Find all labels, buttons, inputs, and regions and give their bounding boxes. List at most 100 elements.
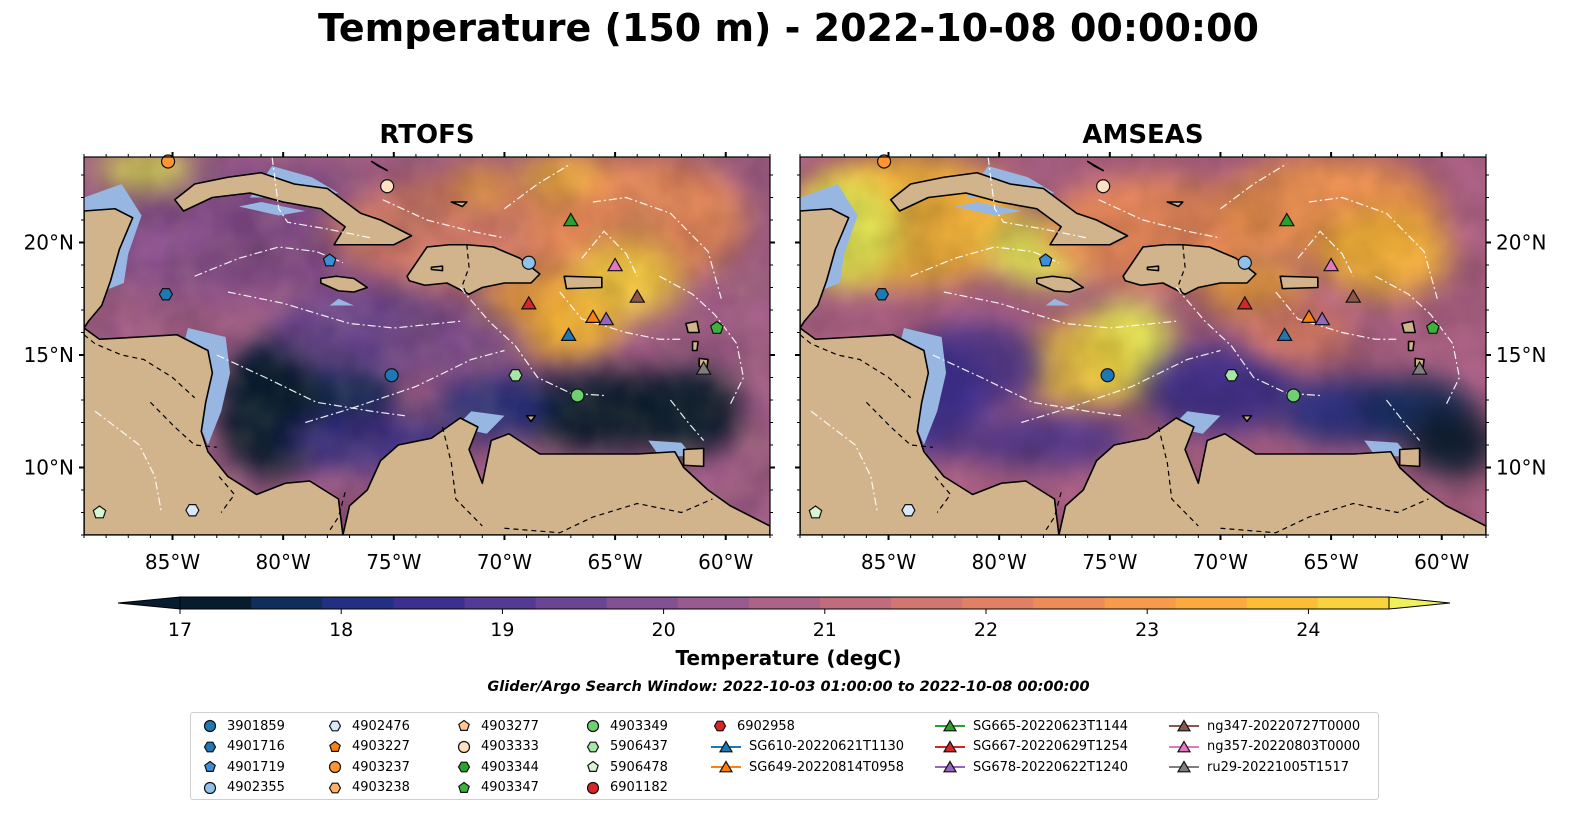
legend-marker [457, 761, 471, 773]
legend-marker [713, 720, 727, 732]
country-border [218, 476, 236, 513]
country-border [504, 498, 713, 534]
colorbar-bin [748, 597, 821, 609]
legend-marker [203, 781, 217, 794]
legend-item-4902476: 4902476 [326, 716, 410, 736]
legend: 3901859 4901716 4901719 4902355 4902476 49032… [190, 712, 1379, 800]
land-trinidad [682, 447, 705, 468]
eez-boundary [1098, 199, 1221, 239]
map-panel-amseas: 85°W 80°W 75°W 70°W 65°W 60°W 20°N 15°N 10°N [795, 152, 1546, 574]
lon-tick-label: 70°W [1193, 550, 1248, 574]
lon-tick-label: 85°W [861, 550, 916, 574]
colorbar-tick-label: 21 [813, 619, 837, 641]
colorbar-bin [891, 597, 963, 609]
marker-SG649-20220814T0958 [584, 309, 602, 323]
legend-item-6902958: 6902958 [711, 716, 795, 736]
colorbar-bin [1175, 597, 1248, 609]
colorbar-label: Temperature (degC) [675, 646, 902, 670]
country-border [865, 401, 933, 448]
legend-marker [458, 719, 470, 731]
legend-label: 4902476 [352, 718, 410, 734]
eez-boundary [1297, 230, 1354, 277]
marker-ng357-20220803T0000 [1323, 257, 1340, 272]
marker-4901716 [874, 288, 890, 301]
land-turks [1166, 201, 1184, 208]
shelf-area [238, 202, 306, 216]
marker-SG610-20220621T1130 [560, 327, 577, 341]
land-centralAmNorth [84, 327, 344, 535]
legend-label: 4903349 [610, 718, 668, 734]
lat-tick-label: 15°N [24, 343, 74, 367]
land-gonave [1146, 265, 1160, 272]
lon-tick-label: 85°W [145, 550, 200, 574]
legend-marker-icon [1169, 739, 1199, 752]
legend-item-SG610-20220621T1130: SG610-20220621T1130 [711, 737, 904, 757]
eez-boundary [227, 291, 461, 329]
marker-ru29-20221005T1517 [1411, 360, 1428, 375]
eez-boundary [932, 354, 1121, 417]
legend-item-SG649-20220814T0958: SG649-20220814T0958 [711, 757, 904, 777]
page-title: Temperature (150 m) - 2022-10-08 00:00:0… [317, 6, 1259, 50]
legend-item-4902355: 4902355 [201, 778, 285, 798]
legend-marker [328, 720, 342, 732]
land-bahamas2 [370, 160, 388, 172]
colorbar-bin [677, 597, 750, 609]
eez-boundary [581, 230, 638, 277]
marker-ng357-20220803T0000 [607, 257, 624, 272]
shelf-area [954, 202, 1022, 216]
marker-SG665-20220623T1144 [1278, 212, 1295, 227]
map-frame [83, 156, 771, 536]
land-gonave [430, 265, 444, 272]
marker-4902476 [901, 504, 916, 517]
country-border [461, 244, 470, 295]
eez-boundary [1220, 163, 1288, 210]
legend-marker-icon [935, 719, 965, 732]
land-trinidad [1398, 447, 1421, 468]
legend-marker [587, 760, 599, 772]
legend-label: 4901719 [227, 759, 285, 775]
lat-tick-label: 15°N [1496, 343, 1546, 367]
legend-label: 5906478 [610, 759, 668, 775]
colorbar-frame [179, 596, 1390, 610]
marker-ng347-20220727T0000 [629, 288, 646, 303]
land-turks [450, 201, 468, 208]
eez-boundary [1275, 291, 1398, 340]
legend-marker-icon [586, 741, 600, 752]
legend-item-ru29-20221005T1517: ru29-20221005T1517 [1169, 757, 1349, 777]
lon-tick-label: 70°W [477, 550, 532, 574]
eez-boundary [216, 354, 405, 417]
legend-marker [942, 760, 958, 773]
legend-marker-icon [713, 720, 727, 732]
eez-boundary [559, 291, 682, 340]
legend-label: ng357-20220803T0000 [1207, 739, 1361, 754]
colorbar-bin [251, 597, 323, 609]
legend-item-ng357-20220803T0000: ng357-20220803T0000 [1169, 737, 1360, 757]
eez-boundary [592, 196, 722, 299]
marker-ru29-20221005T1517 [695, 360, 712, 375]
legend-item-4903227: 4903227 [326, 737, 410, 757]
lon-tick-label: 75°W [366, 550, 421, 574]
colorbar-tick-label: 22 [974, 619, 998, 641]
marker-SG678-20220622T1240 [598, 311, 615, 326]
legend-item-ng347-20220727T0000: ng347-20220727T0000 [1169, 716, 1360, 736]
legend-label: ng347-20220727T0000 [1207, 718, 1361, 734]
legend-label: 4903227 [352, 739, 410, 754]
marker-4903333 [1096, 179, 1111, 194]
legend-item-4903333: 4903333 [455, 737, 539, 757]
land-dominica [691, 340, 699, 352]
marker-4903237 [876, 154, 892, 169]
legend-marker [328, 760, 342, 774]
legend-marker [458, 781, 470, 793]
legend-marker-icon [1169, 760, 1199, 773]
legend-marker-icon [711, 760, 741, 773]
legend-label: 6902958 [737, 718, 795, 734]
marker-SG667-20220629T1254 [1236, 295, 1253, 310]
legend-marker [457, 740, 471, 753]
colorbar-tick-label: 18 [329, 619, 353, 641]
legend-item-6901182: 6901182 [584, 778, 668, 798]
legend-item-3901859: 3901859 [201, 716, 285, 736]
marker-SG667-20220629T1254 [520, 295, 537, 310]
legend-marker [203, 741, 217, 752]
marker-4901716 [158, 288, 174, 301]
colorbar-bin [1317, 597, 1390, 609]
